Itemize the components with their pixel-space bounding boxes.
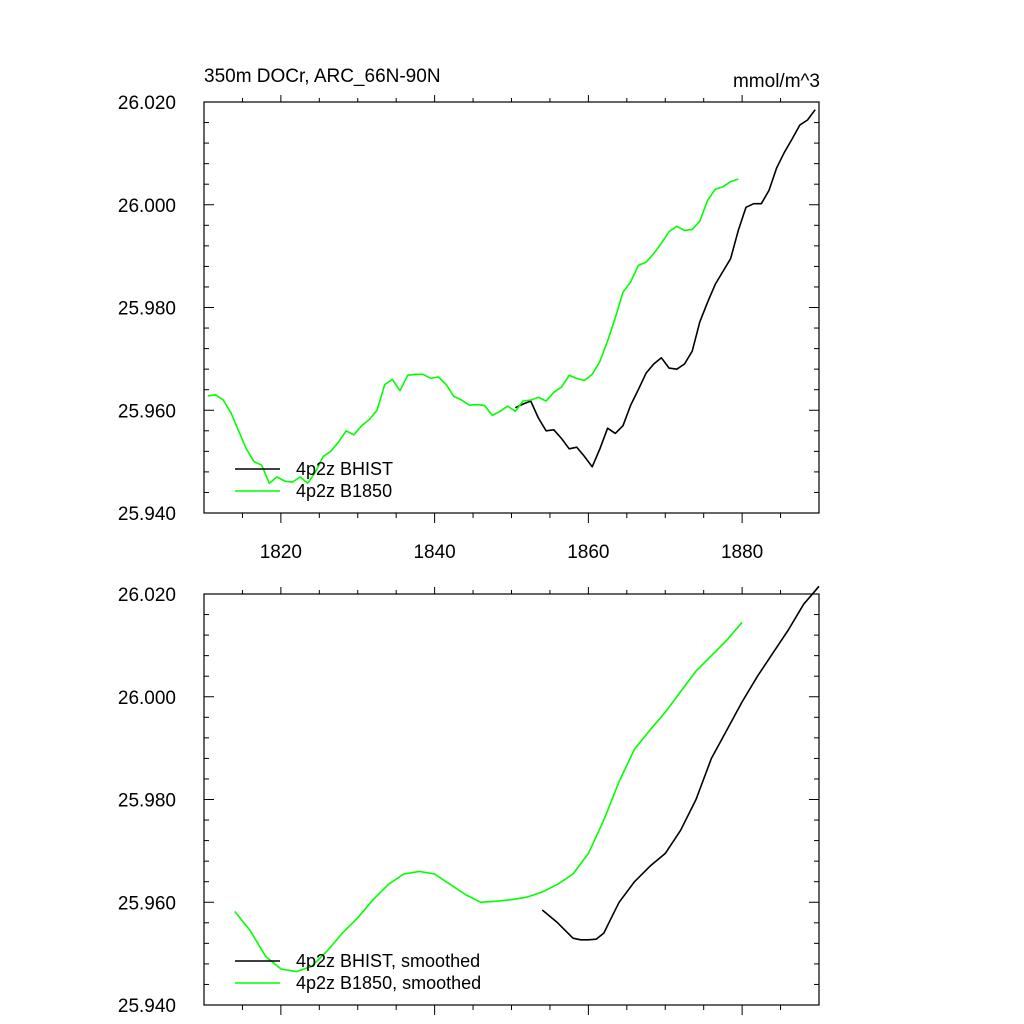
series-line-4p2z-bhist <box>514 109 816 468</box>
plot-frame <box>203 101 820 514</box>
y-tick-label: 25.940 <box>118 504 176 525</box>
bottom-legend: 4p2z BHIST, smoothed 4p2z B1850, smoothe… <box>235 951 481 993</box>
legend-label-b1850-smoothed: 4p2z B1850, smoothed <box>296 973 481 993</box>
series-line-4p2z-bhist-smoothed <box>541 585 820 941</box>
legend-label-bhist-smoothed: 4p2z BHIST, smoothed <box>296 951 480 971</box>
legend-label-bhist: 4p2z BHIST <box>296 459 393 479</box>
y-tick-label: 26.000 <box>118 196 176 217</box>
chart-title: 350m DOCr, ARC_66N-90N <box>204 66 441 87</box>
x-tick-label: 1820 <box>260 542 302 563</box>
x-tick-label: 1840 <box>413 542 455 563</box>
y-tick-label: 25.960 <box>118 893 176 914</box>
top-panel: 350m DOCr, ARC_66N-90N mmol/m^3 25.94025… <box>118 66 820 563</box>
y-tick-label: 25.980 <box>118 791 176 812</box>
units-label: mmol/m^3 <box>733 71 820 92</box>
series-line-4p2z-b1850 <box>207 178 739 485</box>
x-tick-label: 1860 <box>567 542 609 563</box>
x-tick-label: 1880 <box>721 542 763 563</box>
y-tick-label: 25.980 <box>118 299 176 320</box>
top-legend: 4p2z BHIST 4p2z B1850 <box>235 459 393 501</box>
bottom-panel: 25.940 25.960 25.980 26.000 26.020 4p2z BHIS… <box>118 585 820 1017</box>
top-series <box>207 109 816 485</box>
y-tick-label: 26.020 <box>118 93 176 114</box>
series-line-4p2z-b1850-smoothed <box>234 621 743 973</box>
plot-frame <box>203 593 820 1006</box>
bottom-series <box>234 585 820 973</box>
top-ticks: 25.940 25.960 25.980 26.000 26.020 1820 1840 18… <box>118 93 819 563</box>
bottom-ticks: 25.940 25.960 25.980 26.000 26.020 <box>118 585 819 1017</box>
legend-label-b1850: 4p2z B1850 <box>296 481 392 501</box>
y-tick-label: 26.020 <box>118 585 176 606</box>
y-tick-label: 25.960 <box>118 401 176 422</box>
y-tick-label: 26.000 <box>118 688 176 709</box>
y-tick-label: 25.940 <box>118 996 176 1017</box>
